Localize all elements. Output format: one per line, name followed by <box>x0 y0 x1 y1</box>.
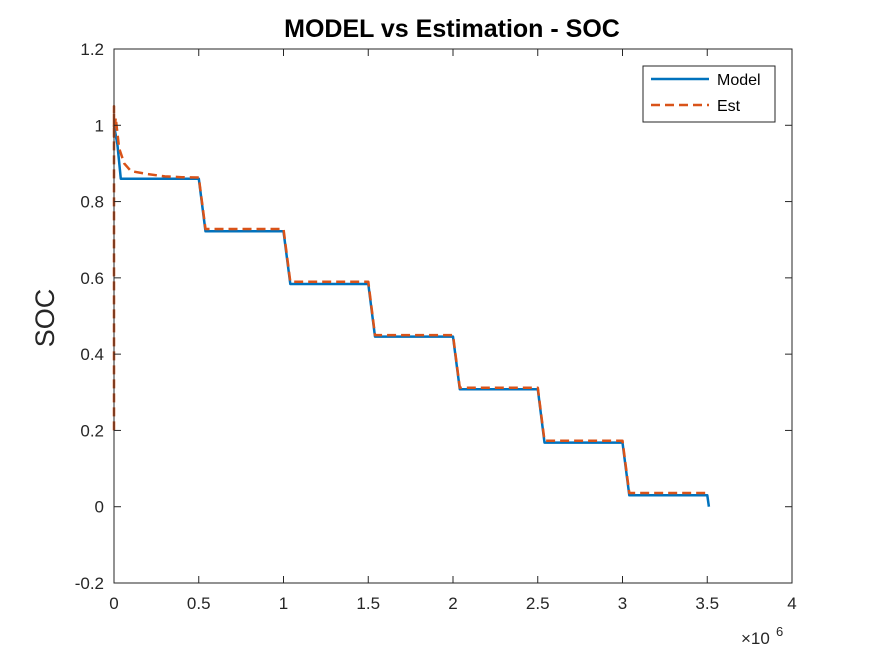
x-tick-label: 1.5 <box>356 594 380 613</box>
axis-ticks: 0 0.5 1 1.5 2 2.5 3 3.5 4 -0.2 0 0.2 0.4 0.6 0.8 1 1.2 <box>75 40 797 613</box>
y-tick-label: 0.8 <box>80 193 104 212</box>
x-tick-label: 2 <box>448 594 457 613</box>
series-line-model <box>112 125 711 507</box>
y-tick-label: 1 <box>95 116 104 135</box>
series-line-est <box>112 104 710 497</box>
y-tick-label: 0 <box>95 498 104 517</box>
x-tick-label: 0.5 <box>187 594 211 613</box>
axes-frame <box>113 48 793 584</box>
chart-title: MODEL vs Estimation - SOC <box>284 15 620 43</box>
legend: Model Est <box>642 65 776 123</box>
x-tick-label: 2.5 <box>526 594 550 613</box>
y-tick-label: 0.2 <box>80 421 104 440</box>
x-tick-label: 1 <box>279 594 288 613</box>
x-tick-label: 3.5 <box>695 594 719 613</box>
x-tick-label: 4 <box>787 594 796 613</box>
plot-area <box>112 104 711 507</box>
x-tick-label: 3 <box>618 594 627 613</box>
x-tick-label: 0 <box>109 594 118 613</box>
y-tick-label: 1.2 <box>80 40 104 59</box>
axes-box <box>113 48 793 584</box>
legend-label-model: Model <box>717 72 761 89</box>
legend-box <box>642 65 776 123</box>
legend-label-est: Est <box>717 98 741 115</box>
x-axis-exponent: ×10 6 <box>741 624 783 648</box>
y-axis-label: SOC <box>30 289 60 348</box>
x-exponent-power: 6 <box>776 624 783 639</box>
x-exponent-base: ×10 <box>741 629 770 648</box>
y-tick-label: 0.4 <box>80 345 104 364</box>
y-tick-label: 0.6 <box>80 269 104 288</box>
y-tick-label: -0.2 <box>75 574 104 593</box>
